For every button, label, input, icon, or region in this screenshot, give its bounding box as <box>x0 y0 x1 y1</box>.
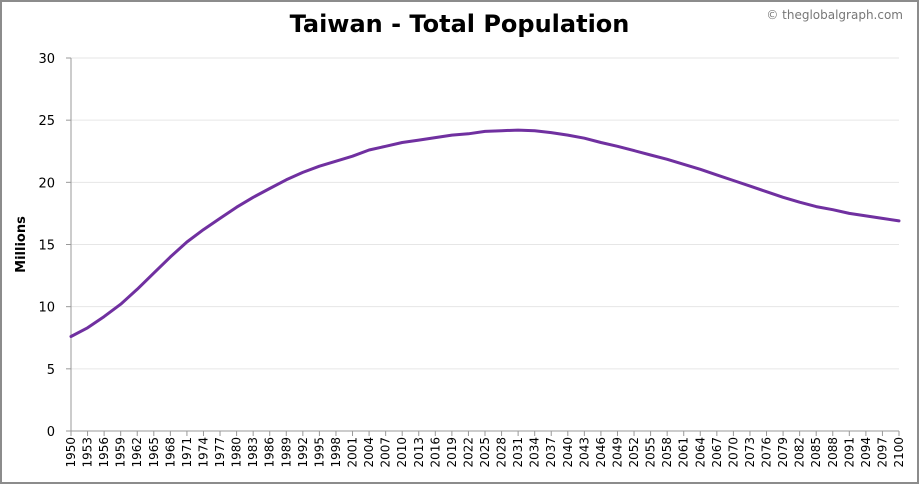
x-tick-label: 2022 <box>461 437 475 468</box>
x-tick-label: 2061 <box>677 437 691 468</box>
x-tick-label: 2007 <box>379 437 393 468</box>
x-tick-label: 1992 <box>296 437 310 468</box>
x-tick-label: 1959 <box>114 437 128 468</box>
x-tick-label: 2028 <box>495 437 509 468</box>
x-tick-label: 2064 <box>693 437 707 468</box>
y-axis-label: Millions <box>14 216 29 273</box>
x-tick-label: 2040 <box>561 437 575 468</box>
x-tick-label: 1968 <box>163 437 177 468</box>
y-tick-label: 0 <box>47 425 55 440</box>
x-tick-label: 2025 <box>478 437 492 468</box>
x-tick-label: 2004 <box>362 437 376 468</box>
y-tick-label: 10 <box>38 301 55 316</box>
x-tick-label: 2055 <box>644 437 658 468</box>
x-tick-label: 2010 <box>395 437 409 468</box>
chart-title: Taiwan - Total Population <box>289 10 630 38</box>
x-tick-label: 2097 <box>875 437 889 468</box>
x-tick-label: 1977 <box>213 437 227 468</box>
x-tick-label: 2016 <box>428 437 442 468</box>
x-tick-label: 2034 <box>528 437 542 468</box>
x-tick-label: 1986 <box>263 437 277 468</box>
x-tick-label: 2043 <box>577 437 591 468</box>
x-tick-label: 2082 <box>793 437 807 468</box>
series-line-0 <box>69 128 901 338</box>
x-tick-label: 2001 <box>346 437 360 468</box>
y-tick-label: 15 <box>38 239 55 254</box>
x-tick-label: 2070 <box>726 437 740 468</box>
x-tick-label: 2085 <box>809 437 823 468</box>
x-tick-label: 2019 <box>445 437 459 468</box>
x-tick-label: 2094 <box>859 437 873 468</box>
x-tick-label: 2091 <box>842 437 856 468</box>
credit-text: © theglobalgraph.com <box>766 8 903 22</box>
x-tick-label: 2067 <box>710 437 724 468</box>
x-tick-label: 2046 <box>594 437 608 468</box>
x-tick-label: 2058 <box>660 437 674 468</box>
y-tick-label: 5 <box>47 363 55 378</box>
x-tick-label: 2013 <box>412 437 426 468</box>
x-tick-label: 1965 <box>147 437 161 468</box>
x-tick-label: 1998 <box>329 437 343 468</box>
y-tick-label: 25 <box>38 114 55 129</box>
x-tick-label: 2049 <box>610 437 624 468</box>
x-tick-label: 1956 <box>97 437 111 468</box>
x-tick-label: 2031 <box>511 437 525 468</box>
x-tick-label: 2073 <box>743 437 757 468</box>
x-tick-label: 1953 <box>81 437 95 468</box>
x-tick-label: 2052 <box>627 437 641 468</box>
x-tick-label: 2088 <box>826 437 840 468</box>
x-tick-label: 1989 <box>279 437 293 468</box>
y-tick-label: 30 <box>38 52 55 67</box>
x-tick-label: 1995 <box>312 437 326 468</box>
x-tick-label: 1950 <box>64 437 78 468</box>
x-tick-label: 2079 <box>776 437 790 468</box>
x-tick-label: 1974 <box>196 437 210 468</box>
x-tick-label: 1983 <box>246 437 260 468</box>
x-tick-label: 2037 <box>544 437 558 468</box>
x-tick-label: 1962 <box>130 437 144 468</box>
x-tick-label: 2100 <box>892 437 906 468</box>
x-tick-label: 1971 <box>180 437 194 468</box>
x-tick-label: 1980 <box>230 437 244 468</box>
x-tick-label: 2076 <box>760 437 774 468</box>
y-tick-label: 20 <box>38 176 55 191</box>
